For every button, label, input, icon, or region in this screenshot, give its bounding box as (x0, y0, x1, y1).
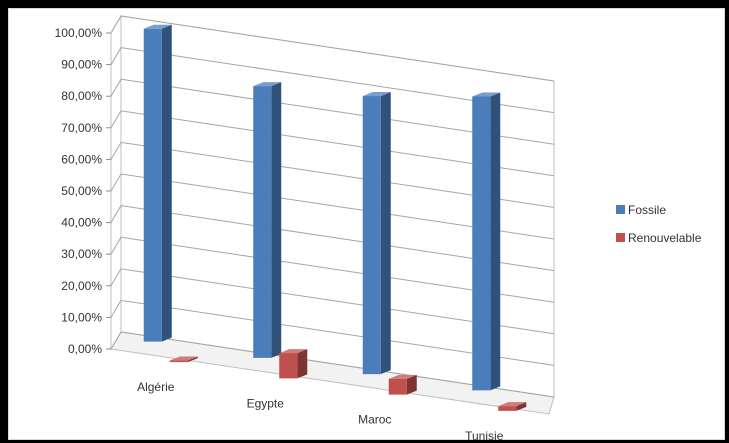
bar-fossile-4 (472, 92, 501, 391)
y-tick-label: 60,00% (61, 152, 102, 166)
gridline (110, 15, 555, 82)
bar-side-face (490, 92, 501, 391)
y-tick-label: 80,00% (61, 89, 102, 103)
gridline (110, 173, 555, 240)
bar-front-face (388, 378, 407, 395)
bar-front-face (362, 96, 381, 375)
bar-top-face (253, 82, 282, 87)
y-tick-label: 30,00% (61, 247, 102, 261)
gridline (110, 236, 555, 303)
bar-top-face (498, 402, 527, 407)
bar-side-face (161, 24, 172, 342)
bar-front-face (279, 353, 298, 379)
y-tick-label: 90,00% (61, 58, 102, 72)
bar-front-face (169, 360, 188, 363)
y-tick-label: 10,00% (61, 310, 102, 324)
gridline (110, 78, 555, 145)
bar-top-face (143, 24, 172, 29)
bar-fossile-3 (362, 92, 391, 375)
bar-top-face (279, 349, 308, 354)
bar-fossile-2 (253, 82, 282, 358)
bar-side-face (271, 82, 282, 358)
bar-renouvelable-2 (279, 349, 308, 379)
y-tick-label: 70,00% (61, 121, 102, 135)
gridline (110, 47, 555, 114)
bar-front-face (253, 86, 272, 358)
y-tick-label: 40,00% (61, 216, 102, 230)
y-tick-label: 0,00% (68, 342, 102, 356)
legend-swatch-fossile (616, 205, 625, 214)
bar-top-face (472, 92, 501, 97)
category-label: Maroc (358, 413, 391, 427)
bar-renouvelable-4 (498, 402, 527, 411)
gridline (110, 205, 555, 272)
legend-label-fossile: Fossile (628, 203, 666, 217)
bar-front-face (472, 96, 491, 391)
bar-top-face (388, 374, 417, 379)
bar-side-face (380, 92, 391, 375)
category-label: Tunisie (465, 429, 504, 440)
bar-renouvelable-1 (169, 356, 198, 363)
bar-chart-3d: 0,00% 10,00% 20,00% 30,00% 40,00% 50,00% 60,00… (55, 14, 702, 440)
bar-side-face (187, 356, 198, 363)
category-label: Algérie (137, 380, 175, 394)
chart-frame: 0,00% 10,00% 20,00% 30,00% 40,00% 50,00% 60,00… (8, 8, 725, 440)
legend-swatch-renouvelable (616, 233, 625, 242)
y-tick-label: 20,00% (61, 279, 102, 293)
bar-fossile-1 (143, 24, 172, 342)
y-tick-label: 50,00% (61, 184, 102, 198)
bar-front-face (498, 406, 517, 411)
bar-top-face (362, 92, 391, 97)
bar-renouvelable-3 (388, 374, 417, 395)
y-tick-label: 100,00% (55, 26, 103, 40)
gridline (110, 141, 555, 208)
bar-front-face (143, 28, 162, 342)
bar-top-face (169, 356, 198, 361)
bar-side-face (516, 402, 527, 411)
gridline (110, 268, 555, 335)
category-label: Egypte (247, 396, 285, 410)
bar-side-face (406, 374, 417, 395)
gridline (110, 110, 555, 177)
bar-side-face (297, 349, 308, 379)
legend-label-renouvelable: Renouvelable (628, 231, 702, 245)
gridline (110, 299, 555, 366)
